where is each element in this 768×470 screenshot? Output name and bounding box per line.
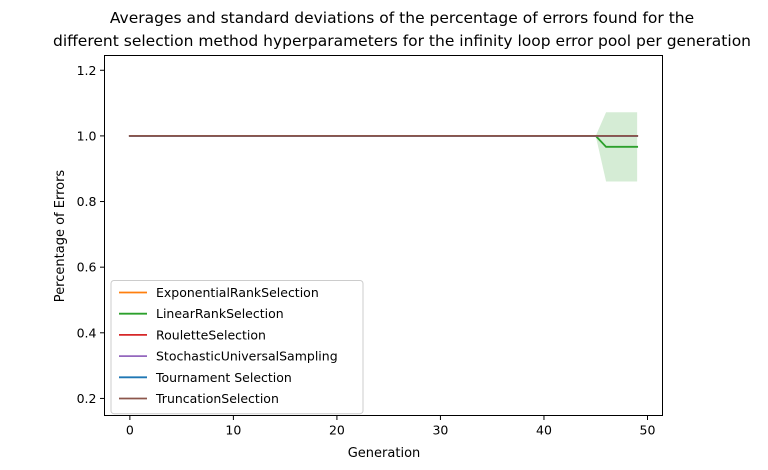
x-tick-label: 40 bbox=[536, 423, 552, 438]
chart-title: Averages and standard deviations of the … bbox=[53, 9, 751, 50]
y-tick-label: 0.6 bbox=[77, 260, 97, 275]
y-tick-label: 0.2 bbox=[77, 391, 97, 406]
plot-area bbox=[104, 55, 663, 416]
x-tick-label: 10 bbox=[225, 423, 241, 438]
legend-label-tournament-selection: Tournament Selection bbox=[155, 370, 292, 385]
y-tick-label: 1.0 bbox=[77, 128, 97, 143]
chart-title-line-1: Averages and standard deviations of the … bbox=[110, 9, 694, 27]
y-tick-label: 0.8 bbox=[77, 194, 97, 209]
x-axis-ticks: 0 10 20 30 40 50 bbox=[126, 415, 656, 438]
chart-title-line-2: different selection method hyperparamete… bbox=[53, 32, 751, 50]
x-tick-label: 0 bbox=[126, 423, 134, 438]
series-lines bbox=[128, 134, 639, 148]
y-tick-label: 1.2 bbox=[77, 63, 97, 78]
legend-label-rouletteselection: RouletteSelection bbox=[156, 327, 266, 342]
x-axis-label: Generation bbox=[348, 446, 421, 461]
x-tick-label: 30 bbox=[432, 423, 448, 438]
y-axis-ticks: 0.2 0.4 0.6 0.8 1.0 1.2 bbox=[77, 63, 105, 406]
y-axis-label: Percentage of Errors bbox=[53, 170, 68, 303]
series-line-linearrankselection bbox=[128, 134, 639, 148]
legend-label-exponentialrankselection: ExponentialRankSelection bbox=[156, 285, 319, 300]
legend-label-linearrankselection: LinearRankSelection bbox=[156, 306, 284, 321]
legend-label-truncationselection: TruncationSelection bbox=[155, 391, 279, 406]
x-tick-label: 20 bbox=[329, 423, 345, 438]
legend-label-stochasticuniversalsampling: StochasticUniversalSampling bbox=[156, 349, 338, 364]
y-tick-label: 0.4 bbox=[77, 325, 97, 340]
legend-box bbox=[110, 280, 364, 415]
legend: ExponentialRankSelection LinearRankSelect… bbox=[110, 280, 364, 415]
x-tick-label: 50 bbox=[640, 423, 656, 438]
